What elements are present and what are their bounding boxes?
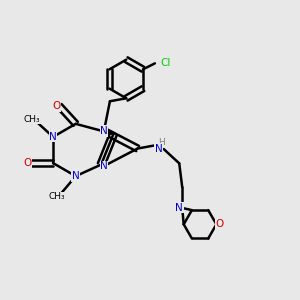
- Text: CH₃: CH₃: [48, 193, 65, 202]
- Text: N: N: [49, 132, 57, 142]
- Text: N: N: [176, 203, 183, 213]
- Text: H: H: [158, 138, 165, 147]
- Text: CH₃: CH₃: [24, 115, 40, 124]
- Text: O: O: [215, 219, 224, 229]
- Text: N: N: [154, 143, 162, 154]
- Text: N: N: [100, 126, 108, 136]
- Text: O: O: [52, 101, 61, 111]
- Text: N: N: [100, 161, 108, 171]
- Text: O: O: [24, 158, 32, 168]
- Text: N: N: [72, 171, 80, 181]
- Text: Cl: Cl: [160, 58, 170, 68]
